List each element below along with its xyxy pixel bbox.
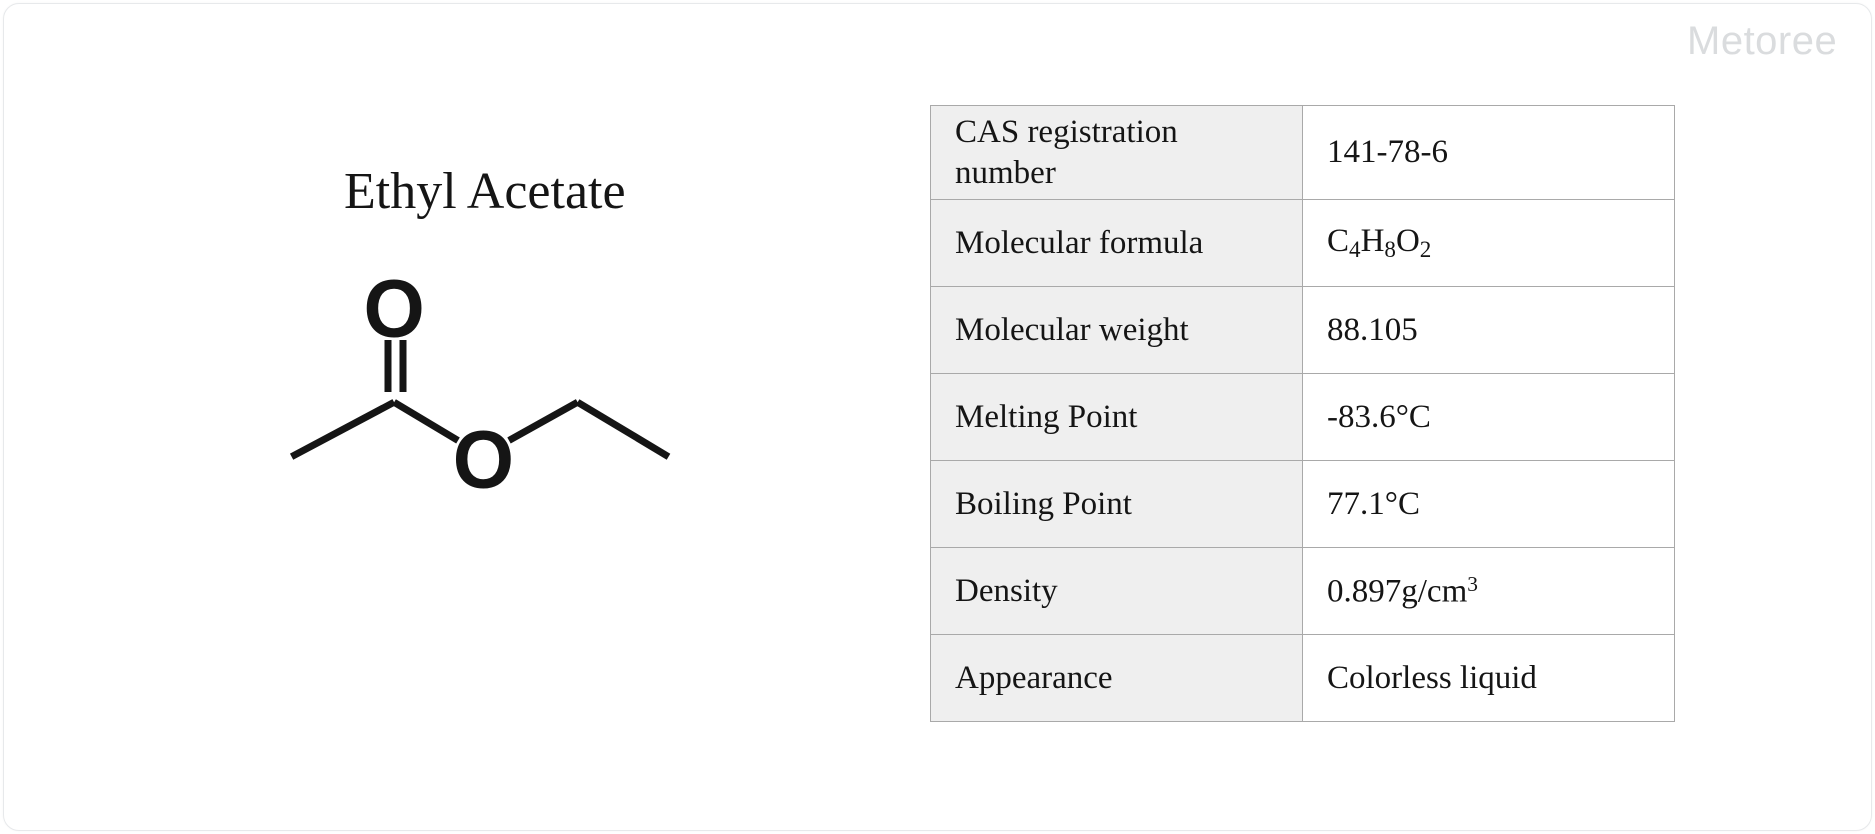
svg-text:O: O	[453, 413, 514, 504]
svg-text:O: O	[363, 262, 424, 353]
